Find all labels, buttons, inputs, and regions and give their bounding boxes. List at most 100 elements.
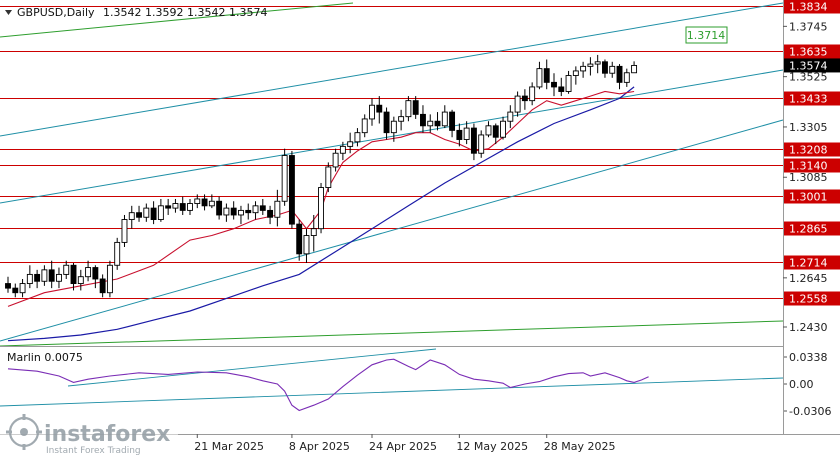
date-axis[interactable]: 21 Mar 2025 8 Apr 2025 24 Apr 2025 12 May 2… <box>194 434 615 453</box>
candle[interactable] <box>187 198 193 215</box>
candle[interactable] <box>34 269 41 289</box>
candle[interactable] <box>587 57 594 76</box>
candle[interactable] <box>19 278 26 298</box>
candle[interactable] <box>296 219 303 261</box>
candle[interactable] <box>143 203 150 222</box>
candle[interactable] <box>332 148 339 172</box>
candle[interactable] <box>449 109 456 138</box>
candle[interactable] <box>376 96 383 124</box>
candle[interactable] <box>470 123 477 161</box>
candle[interactable] <box>420 105 426 133</box>
candle[interactable] <box>63 260 70 279</box>
candle-body-bullish <box>347 141 354 147</box>
candle[interactable] <box>92 265 99 289</box>
indicator-support-line[interactable] <box>0 377 784 407</box>
candle[interactable] <box>507 105 514 129</box>
indicator-resistance-line[interactable] <box>67 348 437 387</box>
candle[interactable] <box>303 228 310 263</box>
candle[interactable] <box>259 198 266 215</box>
candle[interactable] <box>56 267 62 289</box>
candle[interactable] <box>354 128 361 147</box>
candle[interactable] <box>99 274 106 298</box>
candle[interactable] <box>150 201 157 225</box>
candle[interactable] <box>223 203 230 222</box>
candle[interactable] <box>238 205 244 225</box>
candle[interactable] <box>456 123 463 147</box>
candle[interactable] <box>543 59 550 90</box>
candle[interactable] <box>478 130 485 158</box>
candle[interactable] <box>157 198 164 222</box>
green-trendline-bottom[interactable] <box>0 320 784 347</box>
candle[interactable] <box>41 265 48 286</box>
candle[interactable] <box>128 205 135 229</box>
candle[interactable] <box>121 214 128 247</box>
candle[interactable] <box>281 148 288 206</box>
candle[interactable] <box>48 260 55 289</box>
candle[interactable] <box>536 61 543 90</box>
candle[interactable] <box>5 276 11 293</box>
candle[interactable] <box>267 205 274 225</box>
candle[interactable] <box>500 116 506 140</box>
candle[interactable] <box>172 198 179 213</box>
candle[interactable] <box>623 68 630 87</box>
candle[interactable] <box>441 105 448 129</box>
candle[interactable] <box>369 98 375 126</box>
candle[interactable] <box>12 283 19 298</box>
candle[interactable] <box>252 201 259 220</box>
channel-upper-line[interactable] <box>0 2 784 137</box>
candle[interactable] <box>412 96 419 119</box>
triangle-down-icon[interactable] <box>5 10 12 15</box>
candle[interactable] <box>136 205 142 222</box>
candle[interactable] <box>165 198 172 215</box>
candle[interactable] <box>485 121 492 138</box>
candle[interactable] <box>85 260 92 282</box>
candle[interactable] <box>580 61 587 78</box>
candle[interactable] <box>398 109 405 131</box>
channel-lower-line[interactable] <box>0 119 784 342</box>
candle[interactable] <box>318 182 324 234</box>
candle[interactable] <box>602 59 608 78</box>
candle[interactable] <box>463 121 470 145</box>
candle[interactable] <box>194 194 201 209</box>
candle[interactable] <box>594 54 601 74</box>
candle[interactable] <box>216 196 223 220</box>
candle[interactable] <box>427 114 434 133</box>
candle[interactable] <box>230 201 237 220</box>
candle[interactable] <box>492 123 499 145</box>
candle[interactable] <box>310 214 317 252</box>
candle[interactable] <box>405 96 412 122</box>
target-price-box[interactable]: 1.3714 <box>685 26 728 44</box>
candle[interactable] <box>551 73 557 97</box>
candle[interactable] <box>631 61 638 74</box>
candle[interactable] <box>529 82 536 106</box>
candle[interactable] <box>521 89 528 110</box>
candle[interactable] <box>383 107 390 140</box>
candle[interactable] <box>616 64 623 90</box>
candle[interactable] <box>361 114 368 138</box>
candle[interactable] <box>208 194 215 209</box>
candle[interactable] <box>565 70 572 94</box>
candle[interactable] <box>339 141 346 161</box>
price-axis[interactable]: 1.3745 1.3525 1.3305 1.3085 1.2645 1.2430 <box>783 20 828 334</box>
candle[interactable] <box>106 260 113 298</box>
candle[interactable] <box>288 150 295 229</box>
channel-middle-line[interactable] <box>0 69 784 204</box>
candle[interactable] <box>245 203 252 220</box>
candle[interactable] <box>609 61 616 78</box>
candle[interactable] <box>434 112 441 131</box>
candle[interactable] <box>347 132 354 154</box>
candle[interactable] <box>325 162 332 193</box>
candle[interactable] <box>179 196 186 215</box>
candle[interactable] <box>274 189 281 227</box>
candle[interactable] <box>26 265 33 289</box>
candle[interactable] <box>77 269 84 291</box>
green-trendline-top[interactable] <box>0 2 354 38</box>
candle[interactable] <box>514 91 521 117</box>
candle[interactable] <box>558 77 565 97</box>
candle[interactable] <box>201 194 208 211</box>
candle[interactable] <box>70 262 77 291</box>
candle[interactable] <box>114 237 121 270</box>
candle[interactable] <box>390 116 397 142</box>
candle[interactable] <box>572 66 579 85</box>
